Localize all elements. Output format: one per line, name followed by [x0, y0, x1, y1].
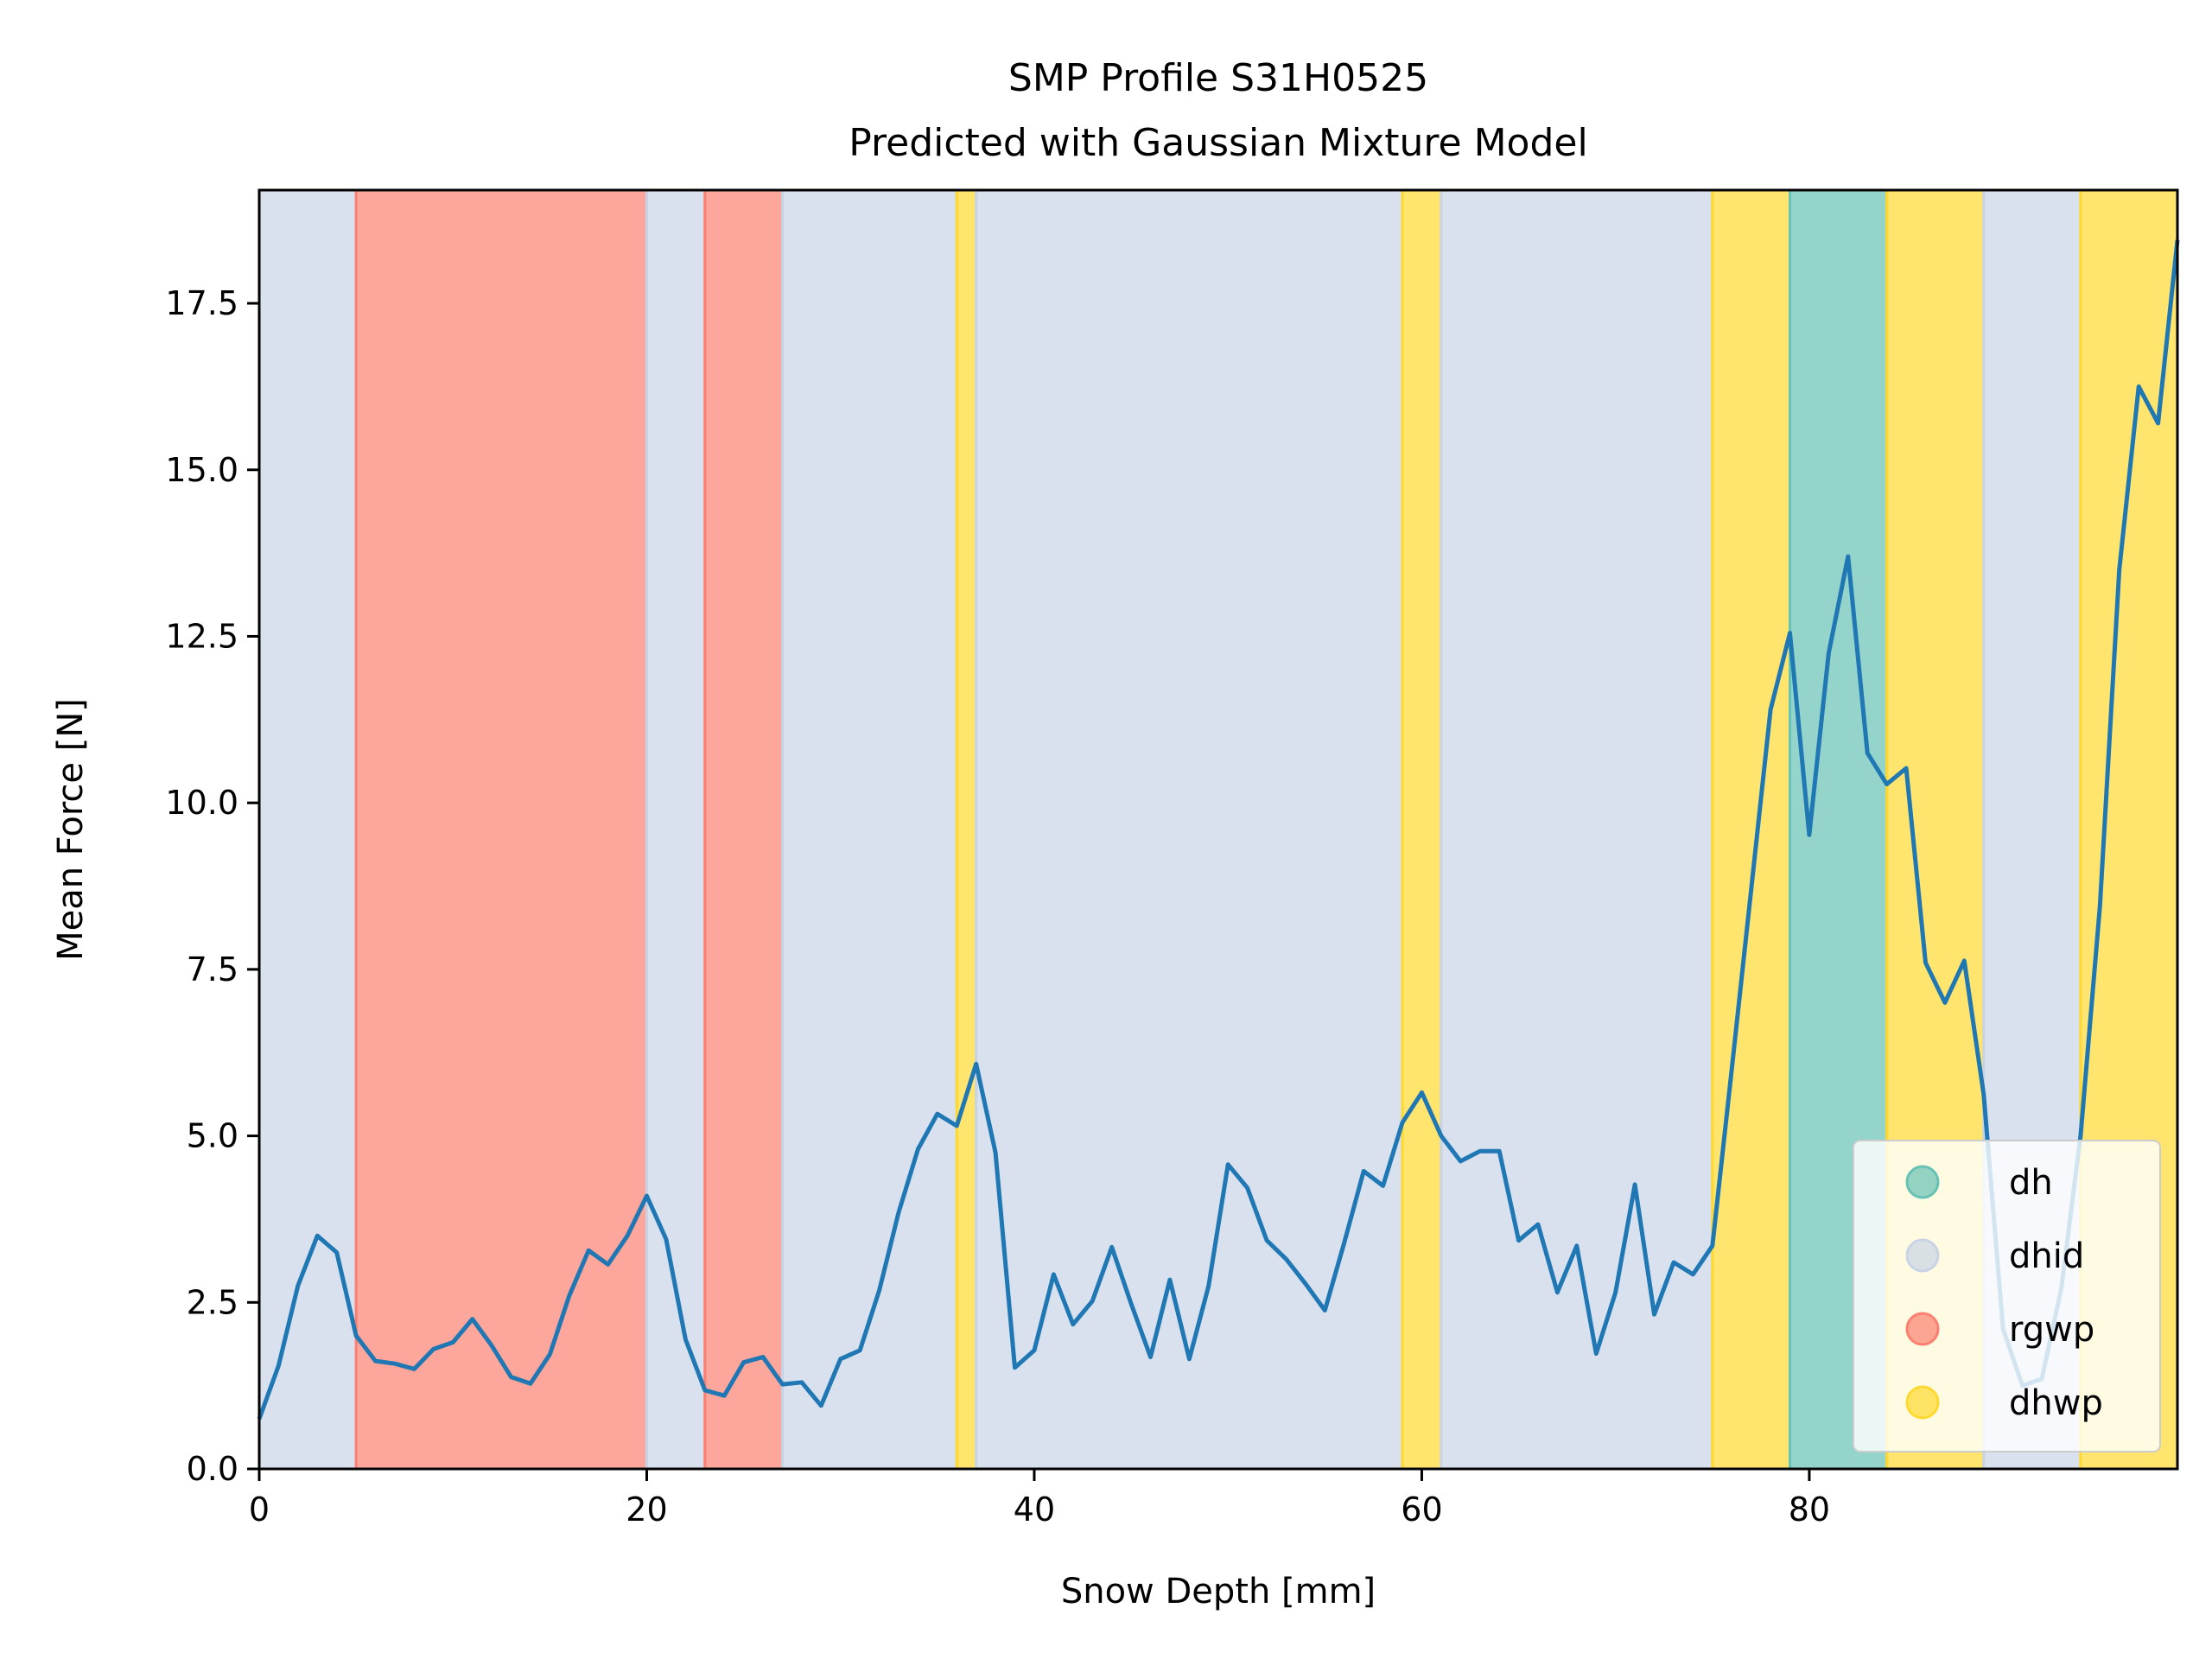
chart-title: SMP Profile S31H0525	[1008, 56, 1428, 100]
x-axis-label: Snow Depth [mm]	[1061, 1572, 1376, 1611]
legend-box	[1853, 1140, 2161, 1452]
legend-marker-dh	[1905, 1165, 1940, 1199]
legend: dh dhid rgwp dhwp	[1853, 1140, 2161, 1452]
y-tick-label: 12.5	[165, 617, 238, 655]
legend-label-dhid: dhid	[2009, 1236, 2084, 1276]
legend-label-rgwp: rgwp	[2009, 1310, 2094, 1350]
y-tick-label: 0.0	[187, 1450, 238, 1488]
legend-label-dh: dh	[2009, 1163, 2053, 1203]
region-dhid-8	[1440, 188, 1714, 1471]
region-dhid-6	[975, 188, 1404, 1471]
data-line	[257, 239, 2180, 1421]
region-dhid-4	[780, 188, 958, 1471]
x-tick-label: 20	[626, 1491, 667, 1529]
legend-marker-dhwp	[1905, 1385, 1940, 1420]
y-tick-label: 2.5	[187, 1283, 238, 1321]
chart-subtitle: Predicted with Gaussian Mixture Model	[849, 121, 1587, 165]
x-tick-label: 80	[1789, 1491, 1830, 1529]
region-dhwp-9	[1711, 188, 1792, 1471]
x-tick-label: 40	[1014, 1491, 1055, 1529]
x-tick-label: 60	[1401, 1491, 1442, 1529]
region-rgwp-3	[703, 188, 784, 1471]
region-rgwp-1	[354, 188, 648, 1471]
region-dhwp-7	[1401, 188, 1443, 1471]
region-dhid-2	[645, 188, 707, 1471]
legend-marker-rgwp	[1905, 1312, 1940, 1346]
x-tick-label: 0	[249, 1491, 270, 1529]
y-tick-label: 17.5	[165, 284, 238, 322]
legend-marker-dhid	[1905, 1238, 1940, 1273]
region-dhwp-5	[955, 188, 978, 1471]
y-tick-label: 10.0	[165, 784, 238, 822]
y-axis-label: Mean Force [N]	[51, 698, 91, 961]
y-tick-label: 7.5	[187, 950, 238, 988]
y-tick-label: 5.0	[187, 1117, 238, 1155]
line-layer	[257, 239, 2180, 1421]
plot-frame	[257, 188, 2179, 1471]
y-axis: 0.0 2.5 5.0 7.5 10.0 12.5 15.0 17.5	[165, 284, 259, 1488]
legend-label-dhwp: dhwp	[2009, 1383, 2103, 1423]
x-axis: 0 20 40 60 80	[249, 1469, 1830, 1529]
y-tick-label: 15.0	[165, 451, 238, 489]
